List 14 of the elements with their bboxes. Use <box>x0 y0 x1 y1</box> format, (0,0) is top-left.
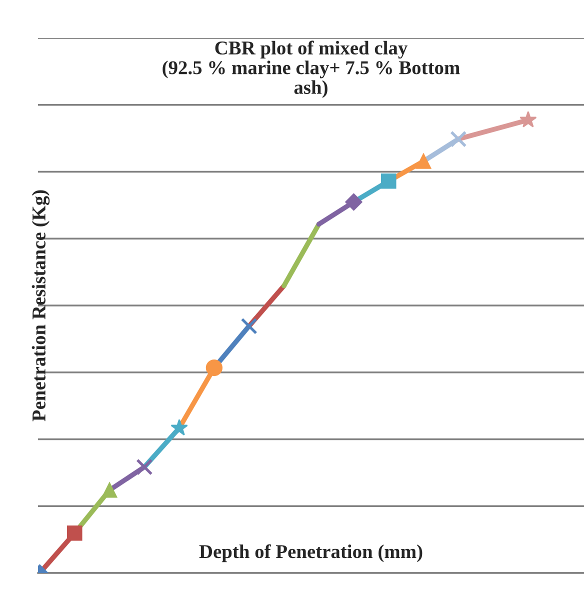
chart-title: CBR plot of mixed clay (92.5 % marine clay+ 7.5 % Bottom ash) <box>162 40 460 98</box>
point <box>345 193 362 211</box>
point <box>380 174 396 189</box>
point <box>102 482 118 498</box>
point <box>66 525 82 541</box>
point <box>450 130 467 148</box>
point <box>206 359 223 376</box>
x-axis-title: Depth of Penetration (mm) <box>199 544 422 562</box>
point <box>240 318 258 334</box>
point <box>416 154 432 169</box>
y-axis-title: Penetration Resistance (Kg) <box>32 190 50 422</box>
point <box>136 458 153 476</box>
point <box>520 110 537 128</box>
point <box>170 419 188 436</box>
